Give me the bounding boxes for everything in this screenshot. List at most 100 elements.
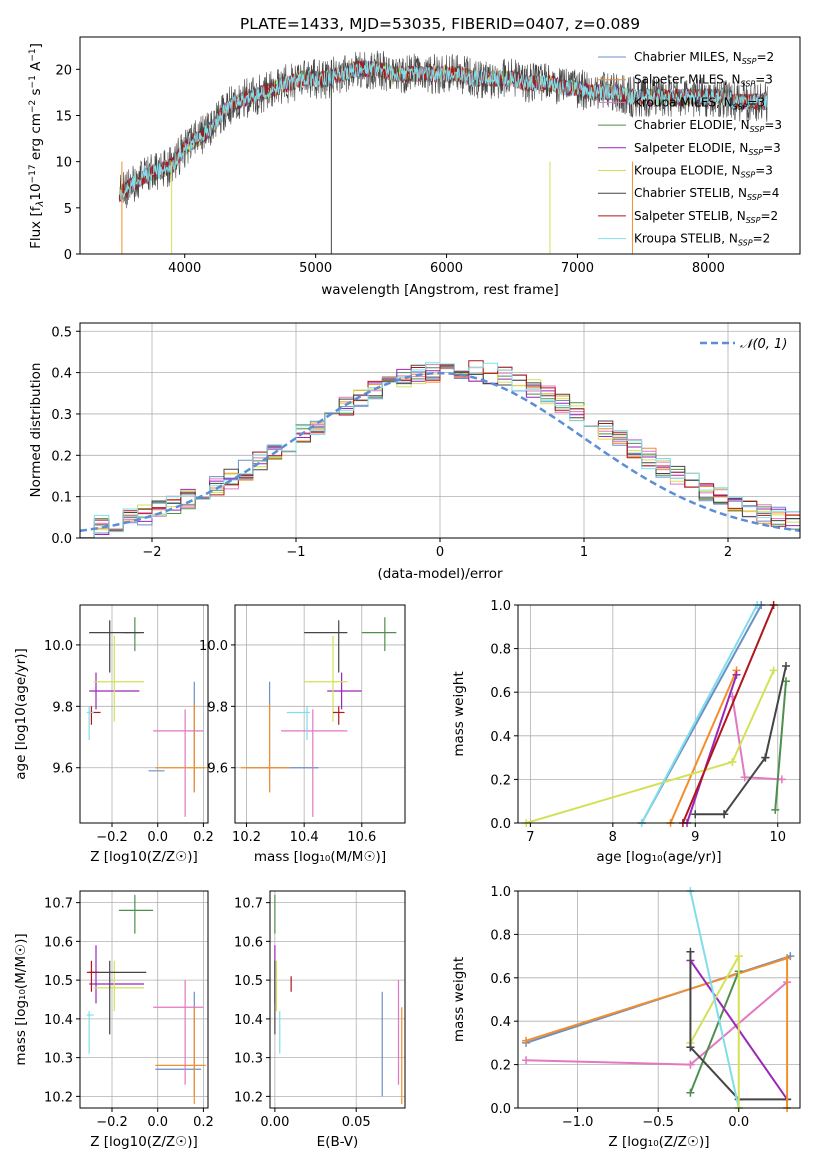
y-tick-label: 0 [64, 248, 72, 263]
x-tick-label: 8000 [692, 261, 725, 276]
x-tick-label: 0.0 [147, 830, 168, 845]
x-tick-label: 0.0 [728, 1115, 749, 1130]
x-tick-label: 8 [609, 830, 617, 845]
legend-label: Kroupa MILES, NSSP=3 [634, 95, 765, 111]
y-tick-label: 10.4 [234, 1013, 263, 1028]
x-axis-label: age [log₁₀(age/yr)] [596, 849, 721, 865]
y-tick-label: 20 [55, 63, 72, 78]
residual-ylabel: Normed distribution [28, 363, 44, 498]
x-tick-label: 0.2 [193, 1115, 214, 1130]
y-tick-label: 0.4 [490, 730, 511, 745]
mass-weight-age-marker [771, 805, 780, 814]
mass-weight-z-line [689, 1046, 740, 1101]
y-tick-label: 5 [64, 202, 72, 217]
y-tick-label: 9.6 [207, 762, 228, 777]
mass-weight-age-line [525, 761, 733, 824]
y-tick-label: 9.8 [52, 700, 73, 715]
x-tick-label: 2 [724, 545, 732, 560]
mass-weight-z-marker [734, 952, 743, 961]
x-axis-label: Z [log10(Z/Z☉)] [90, 849, 198, 865]
mass-weight-age-line [669, 670, 738, 824]
x-tick-label: 10.4 [290, 830, 319, 845]
y-axis-label: mass weight [451, 957, 467, 1042]
y-tick-label: 10.7 [234, 897, 263, 912]
y-tick-label: 10.5 [44, 974, 73, 989]
mass-weight-z-line [525, 957, 788, 1042]
x-tick-label: −0.2 [96, 1115, 128, 1130]
mass-weight-age-line [723, 757, 767, 815]
y-tick-label: 10 [55, 156, 72, 171]
age-vs-z-panel-marks [86, 617, 206, 817]
spectrum-line-8 [118, 61, 768, 201]
y-tick-label: 0.2 [490, 1059, 511, 1074]
legend-label: Kroupa STELIB, NSSP=2 [634, 232, 770, 248]
x-tick-label: 9 [691, 830, 699, 845]
x-tick-label: 1 [580, 545, 588, 560]
residual-histogram-8 [80, 362, 800, 539]
mass-weight-vs-age-panel-frame [517, 604, 801, 824]
mass-weight-z-marker [686, 1088, 695, 1097]
legend-label: Salpeter ELODIE, NSSP=3 [634, 141, 781, 157]
spectrum-frame [79, 36, 801, 255]
x-tick-label: 7000 [561, 261, 594, 276]
legend-label: Chabrier STELIB, NSSP=4 [634, 186, 779, 202]
mass-vs-ebv-panel-frame [269, 890, 406, 1109]
mass-weight-age-marker [769, 666, 778, 675]
y-tick-label: 0.6 [490, 972, 511, 987]
spectrum-xlabel: wavelength [Angstrom, rest frame] [321, 282, 559, 298]
x-tick-label: 0.0 [147, 1115, 168, 1130]
spectrum-ylabel: Flux [fλ10−17 erg cm−2 s−1 A−1] [28, 43, 46, 249]
x-axis-label: Z [log10(Z/Z☉)] [90, 1134, 198, 1150]
y-tick-label: 15 [55, 109, 72, 124]
mass-weight-age-marker [781, 662, 790, 671]
mass-weight-z-marker [686, 1060, 695, 1069]
y-tick-label: 0.0 [490, 817, 511, 832]
mass-weight-age-line [774, 681, 787, 811]
mass-weight-age-line [731, 669, 775, 763]
x-tick-label: 0.2 [193, 830, 214, 845]
y-tick-label: 1.0 [490, 599, 511, 614]
age-vs-mass-panel: 10.2 10.4 10.6 9.6 9.8 10.0 mass [log₁₀(M/M☉)] [199, 604, 406, 865]
y-tick-label: 0.8 [490, 643, 511, 658]
age-vs-mass-panel-frame [234, 604, 406, 824]
legend-label: Salpeter STELIB, NSSP=2 [634, 209, 778, 225]
y-tick-label: 10.6 [234, 935, 263, 950]
y-tick-label: 10.2 [234, 1090, 263, 1105]
y-axis-label: mass [log₁₀(M/M☉)] [13, 933, 29, 1065]
x-axis-label: Z [log₁₀(Z/Z☉)] [608, 1134, 709, 1150]
y-tick-label: 0.4 [51, 367, 72, 382]
y-tick-label: 0.0 [490, 1102, 511, 1117]
mass-vs-ebv-panel: 0.00 0.05 10.2 10.3 10.4 10.5 10.6 10.7 E(B-V) [234, 890, 406, 1150]
mass-weight-age-line [731, 696, 746, 778]
mass-vs-z-panel: −0.2 0.0 0.2 10.2 10.3 10.4 10.5 10.6 10.7 Z [log… [13, 890, 214, 1150]
x-axis-label: mass [log₁₀(M/M☉)] [254, 849, 386, 865]
spectrum-panel: PLATE=1433, MJD=53035, FIBERID=0407, z=0… [28, 15, 801, 298]
x-axis-label: E(B-V) [317, 1134, 359, 1150]
y-tick-label: 10.0 [199, 639, 228, 654]
mass-weight-z-line [526, 1059, 691, 1066]
mass-weight-age-marker [761, 753, 770, 762]
x-tick-label: 4000 [168, 261, 201, 276]
y-tick-label: 0.8 [490, 928, 511, 943]
y-tick-label: 1.0 [490, 885, 511, 900]
normal-legend-label: 𝒩(0, 1) [740, 337, 787, 352]
y-tick-label: 9.6 [52, 762, 73, 777]
y-tick-label: 0.5 [51, 325, 72, 340]
y-axis-label: mass weight [451, 671, 467, 756]
x-tick-label: −0.5 [642, 1115, 674, 1130]
residual-panel: −2 −1 0 1 2 0.0 0.1 0.2 0.3 0.4 0.5 𝒩(0, 1) (data-… [28, 322, 801, 582]
y-tick-label: 10.4 [44, 1013, 73, 1028]
mass-weight-age-line [764, 665, 787, 758]
x-tick-label: 10 [769, 830, 786, 845]
x-tick-label: 7 [526, 830, 534, 845]
y-tick-label: 10.0 [44, 639, 73, 654]
mass-weight-z-marker [686, 1043, 695, 1052]
y-tick-label: 0.1 [51, 491, 72, 506]
normal-reference-curve [79, 371, 801, 533]
mass-weight-vs-age-panel: 7 8 9 10 0.0 0.2 0.4 0.6 0.8 1.0 age [log₁₀(age/yr… [451, 599, 801, 865]
y-tick-label: 10.3 [44, 1052, 73, 1067]
mass-weight-age-line [681, 604, 775, 824]
age-vs-z-panel: −0.2 0.0 0.2 9.6 9.8 10.0 Z [log10(Z/Z☉)] age [… [13, 604, 214, 865]
legend-label: Kroupa ELODIE, NSSP=3 [634, 164, 773, 180]
legend-label: Chabrier MILES, NSSP=2 [634, 50, 774, 66]
